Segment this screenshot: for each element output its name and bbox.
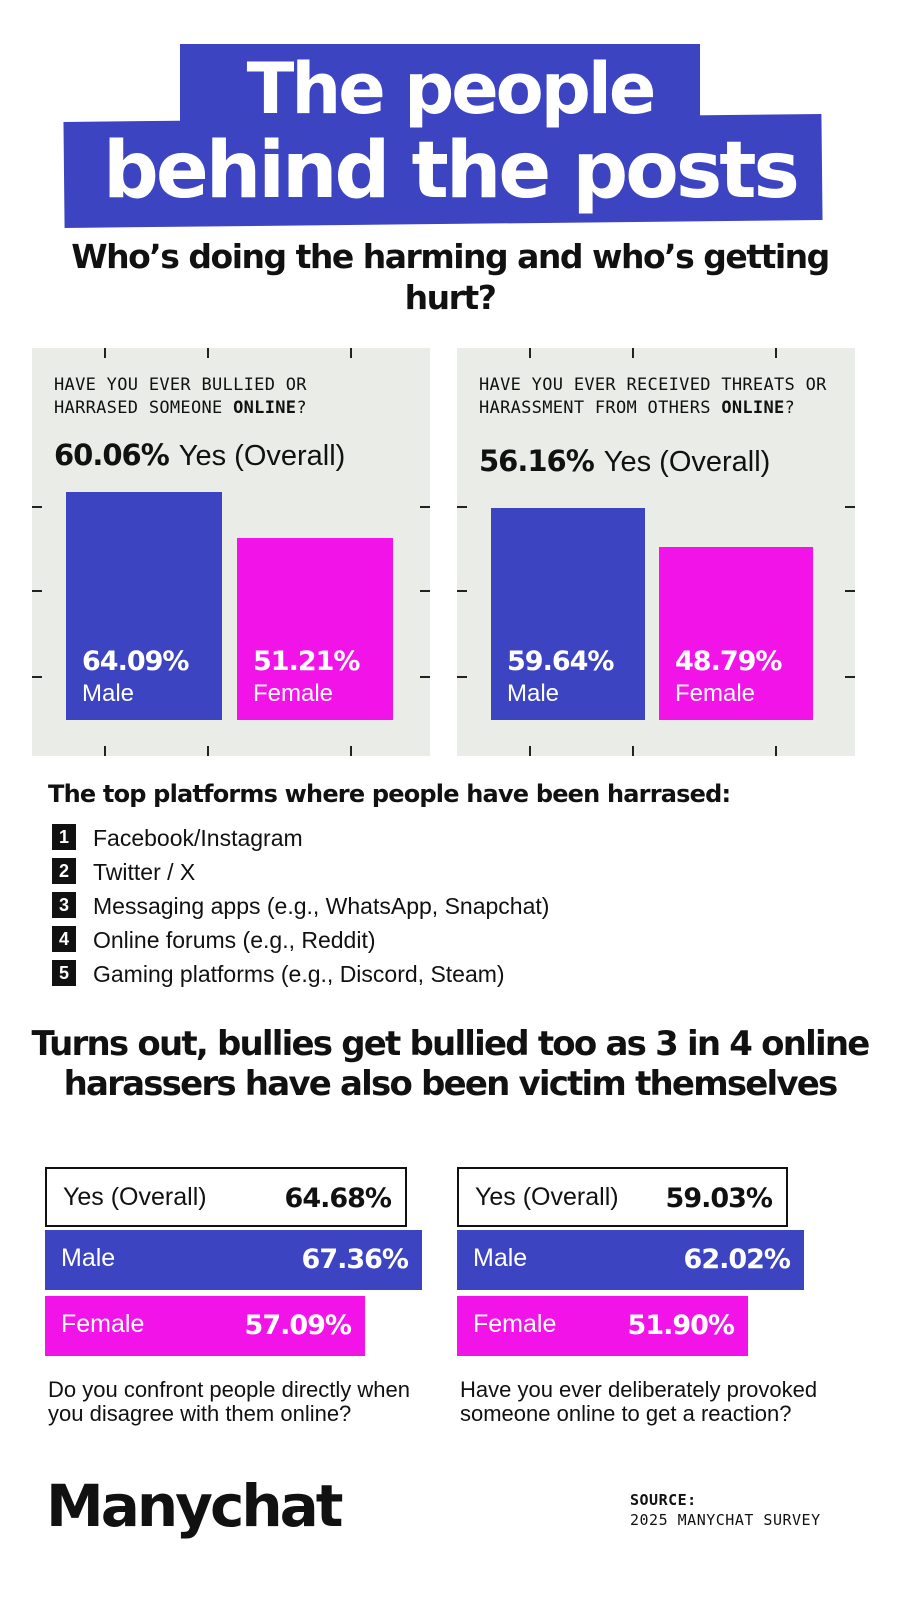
overall-value: 60.06% [54,438,170,472]
panel-tick [420,676,430,678]
rank-badge: 1 [52,824,76,850]
panel-tick [32,590,42,592]
bar-value-label: 59.64% [507,646,614,677]
platform-list: 1 Facebook/Instagram 2 Twitter / X 3 Messag… [52,824,852,994]
overall-stat: 60.06% Yes (Overall) [54,438,345,473]
title-line-1: The people [246,48,657,130]
panel-tick [529,348,531,358]
source-note: SOURCE: 2025 MANYCHAT SURVEY [630,1490,821,1530]
bar-category-label: Female [253,680,334,707]
panel-tick [845,506,855,508]
title-background-top [180,44,700,122]
list-item: 3 Messaging apps (e.g., WhatsApp, Snapcha… [52,892,852,926]
bar-category-label: Male [82,680,135,707]
question-end: ? [784,398,796,418]
bar-value-label: 59.03% [665,1183,773,1214]
list-item: 1 Facebook/Instagram [52,824,852,858]
bar-male: 64.09% Male [66,492,222,720]
subtitle: Who’s doing the harming and who’s gettin… [71,237,830,317]
panel-tick [632,348,634,358]
bar-category-label: Male [473,1244,528,1272]
bar-female: Female 51.90% [457,1296,748,1356]
platform-label: Twitter / X [93,859,196,885]
panel-tick [775,746,777,756]
chart-question: HAVE YOU EVER RECEIVED THREATS OR HARASS… [479,374,839,420]
bar-category-label: Yes (Overall) [475,1183,619,1211]
question-bold: ONLINE [233,398,297,418]
chart-panel-received: HAVE YOU EVER RECEIVED THREATS OR HARASS… [457,348,855,756]
list-item: 2 Twitter / X [52,858,852,892]
bar-category-label: Yes (Overall) [63,1183,207,1211]
bar-value-label: 62.02% [683,1244,791,1275]
bar-overall: Yes (Overall) 64.68% [45,1167,407,1227]
list-item: 4 Online forums (e.g., Reddit) [52,926,852,960]
rank-badge: 2 [52,858,76,884]
bar-category-label: Male [507,680,560,707]
bar-value-label: 48.79% [675,646,782,677]
question-text: HAVE YOU EVER BULLIED OR HARRASED SOMEON… [54,375,307,418]
panel-tick [350,348,352,358]
section-headline: Turns out, bullies get bullied too as 3 … [31,1024,871,1104]
source-text: 2025 MANYCHAT SURVEY [630,1511,821,1529]
bar-female: Female 57.09% [45,1296,365,1356]
panel-tick [104,746,106,756]
panel-tick [207,348,209,358]
bar-category-label: Female [675,680,756,707]
panel-tick [632,746,634,756]
bar-male: Male 62.02% [457,1230,804,1290]
chart-panel-bullied: HAVE YOU EVER BULLIED OR HARRASED SOMEON… [32,348,430,756]
platform-label: Online forums (e.g., Reddit) [93,927,376,953]
chart-question: Have you ever deliberately provoked some… [460,1377,818,1426]
chart-question: Do you confront people directly when you… [48,1377,410,1426]
bar-value-label: 51.21% [253,646,360,677]
list-item: 5 Gaming platforms (e.g., Discord, Steam) [52,960,852,994]
panel-tick [457,676,467,678]
manychat-logo: Manychat [46,1472,343,1540]
platform-label: Messaging apps (e.g., WhatsApp, Snapchat… [93,893,550,919]
bar-male: 59.64% Male [491,508,645,720]
rank-badge: 4 [52,926,76,952]
panel-tick [845,676,855,678]
panel-tick [845,590,855,592]
rank-badge: 3 [52,892,76,918]
question-bold: ONLINE [721,398,785,418]
overall-label: Yes (Overall) [603,446,771,478]
panel-tick [775,348,777,358]
question-text: HAVE YOU EVER RECEIVED THREATS OR HARASS… [479,375,827,418]
overall-label: Yes (Overall) [178,440,346,472]
bar-male: Male 67.36% [45,1230,422,1290]
bar-value-label: 64.68% [284,1183,392,1214]
bar-category-label: Male [61,1244,116,1272]
platforms-title: The top platforms where people have been… [48,780,731,808]
title-line-2: behind the posts [103,126,800,216]
bar-overall: Yes (Overall) 59.03% [457,1167,788,1227]
panel-tick [32,676,42,678]
bar-female: 51.21% Female [237,538,393,720]
question-end: ? [296,398,307,418]
panel-tick [457,506,467,508]
panel-tick [350,746,352,756]
platform-label: Gaming platforms (e.g., Discord, Steam) [93,961,505,987]
bar-category-label: Female [61,1310,145,1338]
panel-tick [420,506,430,508]
chart-question: HAVE YOU EVER BULLIED OR HARRASED SOMEON… [54,374,384,420]
bar-female: 48.79% Female [659,547,813,720]
panel-tick [457,590,467,592]
bar-value-label: 64.09% [82,646,189,677]
overall-stat: 56.16% Yes (Overall) [479,444,770,479]
bar-value-label: 67.36% [301,1244,409,1275]
rank-badge: 5 [52,960,76,986]
bar-category-label: Female [473,1310,557,1338]
panel-tick [420,590,430,592]
bar-value-label: 57.09% [244,1310,352,1341]
source-label: SOURCE: [630,1491,697,1509]
panel-tick [207,746,209,756]
panel-tick [529,746,531,756]
overall-value: 56.16% [479,444,595,478]
platform-label: Facebook/Instagram [93,825,303,851]
bar-value-label: 51.90% [627,1310,735,1341]
panel-tick [104,348,106,358]
panel-tick [32,506,42,508]
title-block: The people behind the posts [0,0,900,230]
